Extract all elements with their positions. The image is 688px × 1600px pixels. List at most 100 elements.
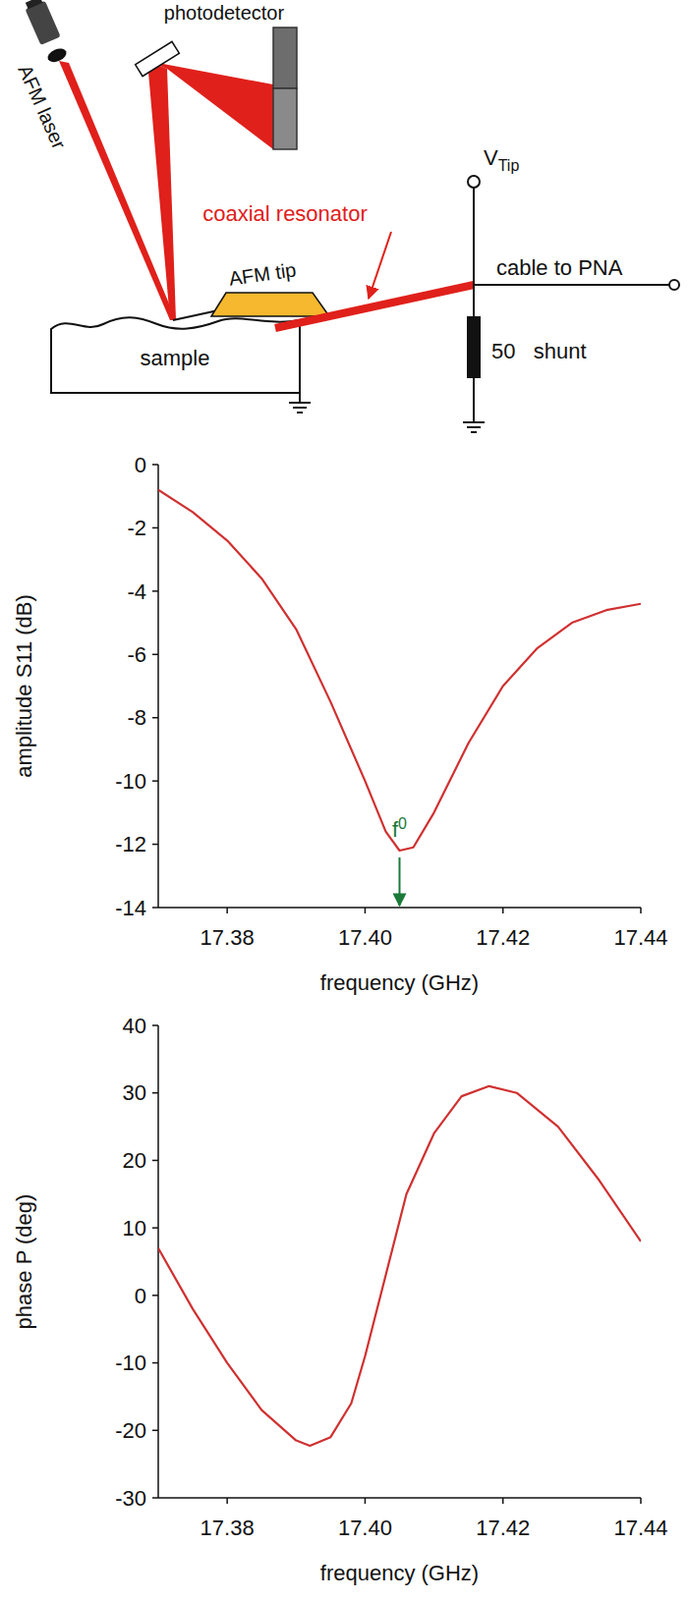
y-tick-label: 40 xyxy=(122,1014,147,1039)
laser-cap xyxy=(25,0,43,9)
laser-lens xyxy=(45,46,68,65)
data-line xyxy=(158,1087,641,1447)
y-tick xyxy=(152,654,159,657)
x-tick-label: 17.42 xyxy=(475,925,530,951)
y-tick xyxy=(152,844,159,847)
y-tick xyxy=(152,1025,159,1028)
wire-horizontal xyxy=(473,284,670,287)
photodetector-bottom xyxy=(273,88,297,150)
y-tick xyxy=(152,717,159,720)
ground-bar xyxy=(296,411,303,414)
x-axis-title: frequency (GHz) xyxy=(320,971,479,996)
vtip-main: V xyxy=(483,145,499,171)
y-tick xyxy=(152,527,159,530)
sample-label: sample xyxy=(140,345,211,371)
ground-bar xyxy=(292,406,307,409)
x-tick xyxy=(502,908,505,915)
y-tick xyxy=(152,1227,159,1230)
ground-bar xyxy=(462,421,485,424)
shunt-label: 50 shunt xyxy=(491,339,587,364)
photodetector-top xyxy=(273,27,297,89)
y-tick-label: -12 xyxy=(114,832,147,858)
y-tick xyxy=(152,590,159,593)
sample xyxy=(51,317,300,394)
y-tick-label: -2 xyxy=(126,516,147,541)
y-axis-title: phase P (deg) xyxy=(11,1195,37,1331)
x-tick-label: 17.44 xyxy=(613,925,668,951)
y-tick xyxy=(152,1160,159,1163)
y-tick-label: -4 xyxy=(126,579,147,605)
x-tick-label: 17.40 xyxy=(338,925,393,951)
photodetector-label: photodetector xyxy=(164,1,286,24)
x-tick-label: 17.40 xyxy=(338,1516,393,1542)
y-tick xyxy=(152,1092,159,1095)
y-tick xyxy=(152,1363,159,1366)
y-tick-label: 0 xyxy=(134,1284,147,1310)
x-tick xyxy=(639,1498,642,1505)
vtip-sub: Tip xyxy=(498,157,520,174)
ground-bar xyxy=(288,401,311,404)
ground-stem xyxy=(472,412,475,423)
y-axis xyxy=(157,1026,160,1499)
y-tick-label: 10 xyxy=(122,1216,147,1242)
x-tick-label: 17.42 xyxy=(475,1516,530,1542)
y-tick-label: 30 xyxy=(122,1081,147,1106)
reflected-beam-detector xyxy=(147,60,274,150)
annotation-arrow xyxy=(399,858,402,907)
y-tick-label: -30 xyxy=(114,1487,147,1512)
x-tick-label: 17.44 xyxy=(613,1516,668,1542)
ground-stem xyxy=(298,393,301,403)
y-tick xyxy=(152,1497,159,1500)
laser xyxy=(22,0,69,65)
tip-chip xyxy=(211,292,330,317)
x-axis xyxy=(158,1497,641,1500)
y-tick-label: -10 xyxy=(114,769,147,795)
x-tick xyxy=(364,908,367,915)
y-tick xyxy=(152,1431,159,1434)
chart: -14 -12 -10 -8 -6 -4 -2 0 17.38 17.40 17.42 17.44 fr… xyxy=(11,453,669,996)
terminal-vtip xyxy=(467,175,480,188)
x-axis-title: frequency (GHz) xyxy=(320,1561,479,1587)
y-tick-label: -10 xyxy=(114,1351,147,1376)
chart: -30 -20 -10 0 10 20 30 40 17.38 17.40 17.42 17.44 fr… xyxy=(11,1014,669,1587)
y-tick-label: -8 xyxy=(126,705,147,731)
y-tick xyxy=(152,907,159,910)
y-axis xyxy=(157,464,160,909)
laser-label: AFM laser xyxy=(13,61,70,154)
y-tick-label: 0 xyxy=(134,453,147,478)
ground-bar xyxy=(470,431,477,434)
figure: photodetector AFM laser sample AFM tip coaxi… xyxy=(0,0,688,1600)
x-tick-label: 17.38 xyxy=(200,1516,255,1542)
terminal-pna xyxy=(669,280,680,290)
y-tick-label: -20 xyxy=(114,1419,147,1444)
x-tick xyxy=(639,908,642,915)
annotation-sub: 0 xyxy=(398,815,407,833)
cable-label: cable to PNA xyxy=(496,255,624,281)
mirror xyxy=(135,41,180,76)
ground-bar xyxy=(466,426,481,429)
x-tick-label: 17.38 xyxy=(200,925,255,951)
y-tick xyxy=(152,780,159,783)
data-line xyxy=(158,490,641,852)
annotation-label: f0 xyxy=(392,815,407,843)
diagram: photodetector AFM laser sample AFM tip coaxi… xyxy=(13,0,680,433)
data-group xyxy=(158,1087,641,1447)
data-group xyxy=(158,490,641,852)
x-tick xyxy=(226,908,229,915)
y-tick-label: -14 xyxy=(114,896,147,921)
vtip-label: VTip xyxy=(483,145,519,174)
tip-label: AFM tip xyxy=(227,258,297,289)
x-tick xyxy=(502,1498,505,1505)
resonator-label: coaxial resonator xyxy=(202,201,368,227)
x-tick xyxy=(364,1498,367,1505)
coaxial-resonator xyxy=(275,285,474,329)
y-tick xyxy=(152,1295,159,1298)
y-tick xyxy=(152,463,159,466)
y-tick-label: -6 xyxy=(126,642,147,668)
y-tick-label: 20 xyxy=(122,1148,147,1174)
x-axis xyxy=(158,907,641,910)
shunt-resistor xyxy=(466,316,481,379)
x-tick xyxy=(226,1498,229,1505)
laser-beam xyxy=(58,60,176,321)
reflected-beam xyxy=(147,60,176,321)
